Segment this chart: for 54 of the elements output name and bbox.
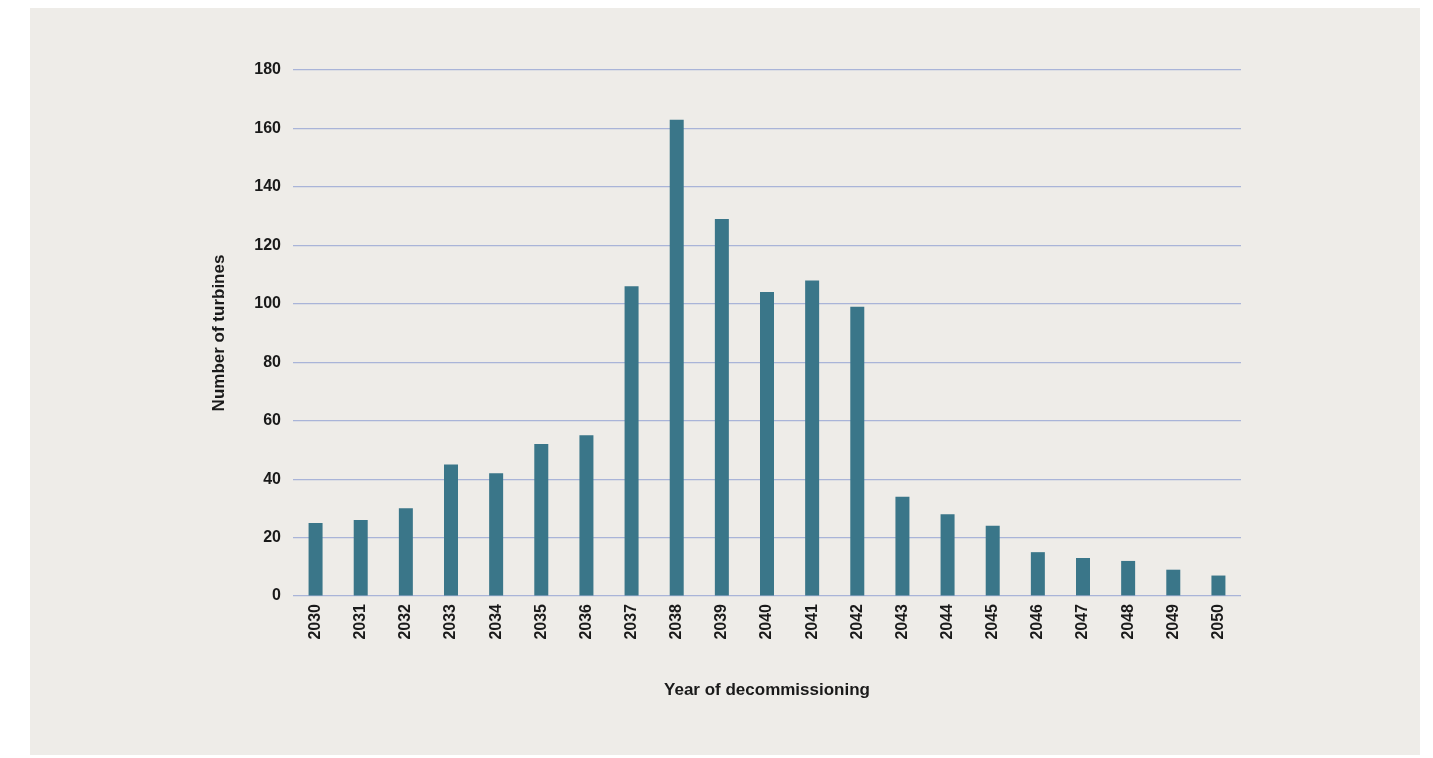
x-tick-label: 2034	[486, 603, 504, 640]
bar	[760, 292, 774, 596]
bar	[1030, 552, 1045, 596]
x-tick-label: 2042	[847, 603, 865, 640]
x-tick-label: 2032	[396, 603, 414, 640]
bar	[850, 306, 865, 596]
y-tick-label: 20	[263, 527, 282, 545]
y-tick-label: 60	[263, 411, 282, 429]
x-tick-label: 2045	[983, 603, 1001, 640]
y-tick-label: 180	[254, 60, 282, 78]
bar	[489, 473, 504, 596]
bar	[444, 464, 458, 596]
x-tick-label: 2043	[892, 603, 910, 640]
bar	[1166, 569, 1181, 596]
bar	[895, 496, 910, 596]
bar	[308, 522, 323, 596]
y-axis-title: Number of turbines	[208, 254, 228, 412]
x-tick-label: 2041	[802, 603, 820, 640]
bar	[398, 508, 413, 596]
x-tick-label: 2047	[1073, 603, 1091, 640]
x-tick-label: 2050	[1208, 603, 1226, 640]
x-axis-title: Year of decommissioning	[664, 680, 870, 700]
bar	[1211, 575, 1226, 596]
bar	[805, 280, 820, 596]
bar	[669, 119, 684, 596]
x-tick-label: 2040	[757, 603, 775, 640]
bar	[579, 435, 594, 596]
bar	[940, 514, 955, 596]
y-tick-label: 120	[254, 235, 282, 253]
bar	[534, 444, 549, 596]
y-tick-label: 80	[263, 352, 282, 370]
x-tick-label: 2038	[667, 603, 685, 640]
y-tick-label: 140	[254, 177, 282, 195]
x-tick-label: 2048	[1118, 603, 1136, 640]
x-tick-label: 2037	[621, 603, 639, 640]
x-tick-label: 2039	[712, 603, 730, 640]
y-tick-label: 100	[254, 294, 282, 312]
y-tick-label: 160	[254, 118, 282, 136]
y-tick-label: 40	[263, 469, 282, 487]
bar	[1121, 560, 1136, 596]
bar	[624, 286, 639, 596]
bar	[714, 219, 729, 596]
x-tick-label: 2049	[1163, 603, 1181, 640]
x-tick-label: 2033	[441, 603, 459, 640]
bar	[1076, 558, 1090, 596]
x-tick-label: 2046	[1028, 603, 1046, 640]
x-tick-label: 2044	[937, 603, 955, 640]
y-tick-label: 0	[272, 586, 282, 604]
x-tick-label: 2030	[305, 603, 323, 640]
bar	[985, 525, 1000, 596]
x-tick-label: 2031	[351, 603, 369, 640]
x-tick-label: 2036	[576, 603, 594, 640]
bar	[353, 520, 368, 596]
x-tick-label: 2035	[531, 603, 549, 640]
